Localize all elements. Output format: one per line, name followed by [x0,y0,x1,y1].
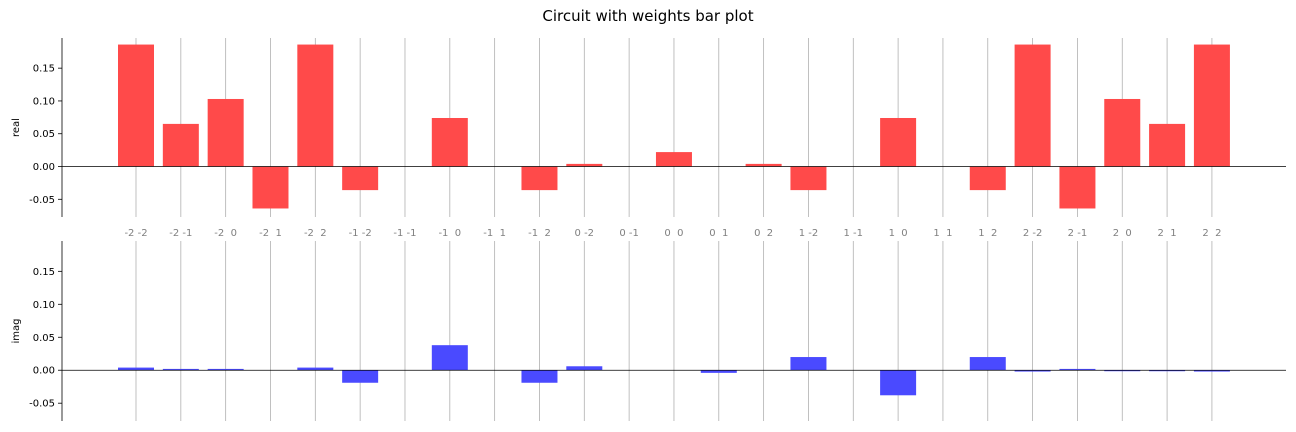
x-tick-label: 2 1 [1158,228,1177,239]
x-tick-label: 2 0 [1113,228,1132,239]
x-tick-labels: -2 -2 -2 -1 -2 0 -2 1 -2 2 -1 -2 -1 -1 -1 0 -1 1… [124,228,1221,239]
x-tick-label: -2 -1 [169,228,192,239]
bar-real [880,117,917,167]
bar-imag [162,368,199,371]
bar-real [1193,44,1230,167]
bar-imag [1193,370,1230,372]
x-tick-label: -2 2 [304,228,327,239]
x-tick-label: 0 -1 [619,228,639,239]
panel-real: 0.15 0.10 0.05 0.00 -0.05 real [11,38,1286,217]
bar-real [969,166,1006,191]
x-tick-label: -1 -2 [349,228,372,239]
y-axis-label: real [11,118,22,137]
bar-imag [431,345,468,371]
bar-real [790,166,827,191]
x-tick-label: -1 1 [483,228,506,239]
y-tick-label: 0.15 [33,267,55,278]
y-axis-label: imag [11,319,22,344]
bar-imag [566,366,603,371]
y-tick-label: 0.05 [33,333,55,344]
bar-real [521,166,558,191]
bar-imag [1149,370,1186,372]
x-tick-label: 2 -2 [1023,228,1043,239]
x-tick-label: 1 2 [978,228,997,239]
x-tick-label: -2 0 [214,228,237,239]
bar-real [118,44,154,167]
x-tick-label: 2 -1 [1068,228,1088,239]
x-tick-label: 0 -2 [575,228,595,239]
bar-real [342,166,379,191]
chart-title: Circuit with weights bar plot [542,7,753,25]
bar-imag [880,370,917,396]
x-tick-label: -1 0 [438,228,461,239]
bar-imag [1059,368,1096,371]
y-tick-label: -0.05 [29,195,55,206]
x-tick-label: -1 2 [528,228,551,239]
x-tick-label: 0 2 [754,228,773,239]
x-tick-label: 2 2 [1202,228,1221,239]
y-tick-label: 0.00 [33,162,55,173]
x-tick-label: 0 0 [664,228,683,239]
bar-imag [700,370,737,373]
bar-real [1149,123,1186,167]
bar-real [655,152,692,167]
bar-imag [1014,370,1051,372]
y-tick-label: 0.10 [33,96,55,107]
y-tick-label: -0.05 [29,399,55,410]
bar-real [297,44,334,167]
bar-imag [342,370,379,383]
x-tick-label: -2 -2 [124,228,147,239]
bar-real [162,123,199,167]
bar-real [745,163,782,167]
bar-real [431,117,468,167]
bar-imag [1104,370,1141,372]
panel-imag: 0.15 0.10 0.05 0.00 -0.05 imag [11,241,1286,421]
x-tick-label: -1 -1 [393,228,416,239]
x-tick-label: -2 1 [259,228,282,239]
bar-real [1014,44,1051,167]
x-tick-label: 1 -2 [799,228,819,239]
y-tick-label: 0.00 [33,366,55,377]
y-tick-label: 0.10 [33,300,55,311]
bar-imag [521,370,558,383]
bar-imag [207,368,244,371]
bar-imag [297,367,334,371]
y-tick-label: 0.15 [33,64,55,75]
x-tick-label: 0 1 [709,228,728,239]
x-tick-label: 1 0 [889,228,908,239]
bar-imag [790,357,827,371]
bar-real [566,163,603,167]
bar-real [1059,166,1096,209]
bar-real [207,98,244,167]
bar-real [1104,98,1141,167]
x-tick-label: 1 1 [933,228,952,239]
bar-imag [969,357,1006,371]
bar-real [252,166,289,209]
y-tick-label: 0.05 [33,129,55,140]
bar-imag [118,367,154,371]
x-tick-label: 1 -1 [844,228,864,239]
